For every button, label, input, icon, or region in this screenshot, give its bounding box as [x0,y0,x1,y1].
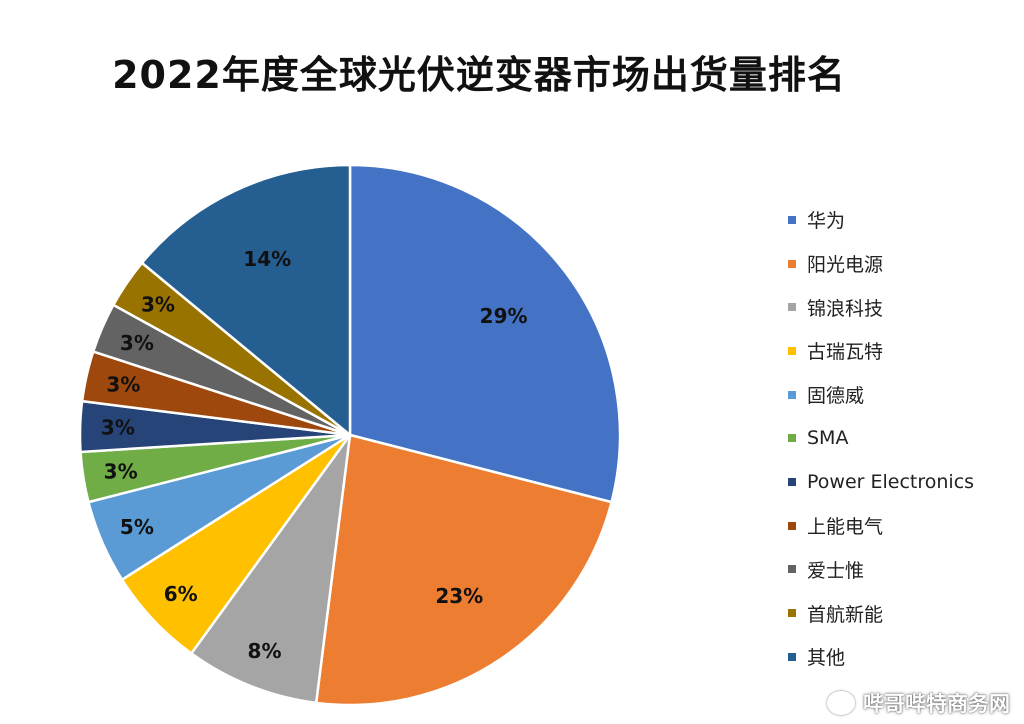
legend-label: Power Electronics [807,470,975,493]
legend-label: 阳光电源 [807,254,884,277]
legend-item-2: 锦浪科技 [788,285,1020,329]
legend-swatch [788,390,796,399]
legend-item-8: 爱士惟 [788,548,1020,592]
legend-label: 华为 [807,210,846,233]
slice-data-label-2: 8% [248,639,282,663]
slice-data-label-10: 14% [243,247,291,271]
watermark-text: 哔哥哔特商务网 [863,692,1010,716]
legend-item-10: 其他 [788,635,1020,679]
legend-swatch [788,215,796,224]
slice-data-label-3: 6% [164,582,198,606]
legend-item-6: Power Electronics [788,460,1020,504]
legend-swatch [788,259,796,268]
slice-data-label-7: 3% [106,372,140,396]
legend-item-0: 华为 [788,198,1020,242]
pie-slice-0 [348,163,622,504]
slice-data-label-1: 23% [435,584,483,608]
legend-label: 固德威 [807,385,865,408]
legend-swatch [788,565,796,574]
slice-data-label-5: 3% [104,459,138,483]
legend-swatch [788,346,796,355]
weibo-icon [827,691,855,715]
slice-data-label-4: 5% [120,515,154,539]
slice-data-label-0: 29% [480,304,528,328]
chart-legend: 华为阳光电源锦浪科技古瑞瓦特固德威 SMA Power Electronics 上能电… [788,198,1020,679]
legend-swatch [788,521,796,530]
slice-data-label-9: 3% [141,292,175,316]
legend-label: 古瑞瓦特 [807,341,884,364]
legend-item-9: 首航新能 [788,591,1020,635]
legend-swatch [788,652,796,661]
legend-swatch [788,434,796,443]
slice-data-label-8: 3% [120,331,154,355]
watermark: 哔哥哔特商务网 [827,688,1010,718]
legend-label: 爱士惟 [807,559,865,582]
legend-item-7: 上能电气 [788,504,1020,548]
pie-slice-10 [140,163,352,438]
legend-item-1: 阳光电源 [788,242,1020,286]
pie-slice-1 [314,433,614,707]
legend-swatch [788,609,796,618]
legend-item-4: 固德威 [788,373,1020,417]
legend-item-5: SMA [788,416,1020,460]
pie-slice-2 [189,434,352,705]
legend-item-3: 古瑞瓦特 [788,329,1020,373]
slice-data-label-6: 3% [101,416,135,440]
chart-title: 2022年度全球光伏逆变器市场出货量排名 [112,53,846,97]
legend-label: 上能电气 [807,516,884,539]
legend-label: SMA [807,427,849,450]
legend-label: 其他 [807,647,846,670]
legend-label: 锦浪科技 [807,297,884,320]
legend-swatch [788,303,796,312]
legend-label: 首航新能 [807,603,884,626]
legend-swatch [788,477,796,486]
